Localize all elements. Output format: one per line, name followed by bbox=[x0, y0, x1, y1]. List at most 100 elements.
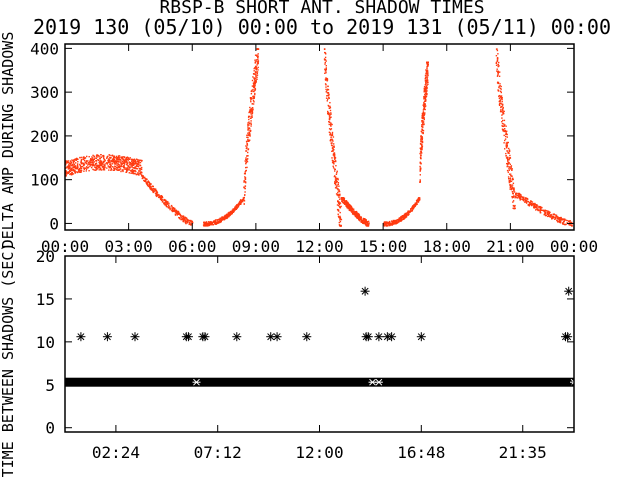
top-data-point bbox=[395, 222, 397, 224]
top-data-point bbox=[342, 198, 344, 200]
top-data-point bbox=[99, 162, 101, 165]
top-y-tick-label: 400 bbox=[30, 39, 59, 58]
top-data-point bbox=[546, 212, 549, 214]
top-data-point bbox=[158, 195, 161, 197]
top-data-point bbox=[418, 199, 420, 201]
top-data-point bbox=[331, 161, 334, 164]
top-data-point bbox=[570, 224, 572, 226]
top-data-point bbox=[340, 225, 342, 227]
top-data-point bbox=[161, 195, 163, 198]
top-data-point bbox=[253, 82, 256, 85]
top-data-point bbox=[426, 86, 428, 88]
top-data-point bbox=[505, 144, 507, 146]
top-data-point bbox=[169, 206, 171, 208]
top-data-point bbox=[149, 185, 151, 187]
top-data-point bbox=[139, 164, 141, 166]
top-data-point bbox=[250, 129, 252, 132]
top-data-point bbox=[331, 150, 333, 152]
top-data-point bbox=[426, 84, 428, 86]
top-data-point bbox=[247, 124, 249, 126]
top-data-point bbox=[395, 221, 398, 223]
top-data-point bbox=[186, 218, 188, 220]
top-data-point bbox=[80, 168, 82, 170]
top-data-point bbox=[405, 214, 408, 217]
top-data-point bbox=[253, 70, 255, 72]
top-data-point bbox=[242, 199, 245, 201]
top-data-point bbox=[135, 173, 138, 176]
baseline-band-fill bbox=[65, 377, 574, 387]
top-data-point bbox=[148, 181, 150, 184]
top-data-point bbox=[384, 222, 386, 224]
top-data-point bbox=[244, 177, 247, 179]
top-data-point bbox=[559, 217, 562, 219]
top-data-point bbox=[389, 224, 391, 226]
top-data-point bbox=[103, 167, 106, 169]
top-data-point bbox=[68, 171, 70, 174]
top-data-point bbox=[503, 119, 506, 122]
top-data-point bbox=[138, 164, 140, 166]
top-data-point bbox=[85, 161, 87, 164]
top-data-point bbox=[350, 211, 353, 213]
top-data-point bbox=[99, 160, 102, 162]
top-data-point bbox=[327, 104, 329, 107]
top-data-point bbox=[220, 220, 222, 223]
top-data-point bbox=[326, 78, 329, 80]
top-data-point bbox=[182, 215, 184, 217]
top-data-point bbox=[422, 111, 425, 113]
top-data-point bbox=[237, 205, 239, 207]
top-data-point bbox=[89, 164, 91, 166]
top-data-point bbox=[505, 133, 507, 135]
top-data-point bbox=[92, 161, 94, 163]
baseline-gap-marker bbox=[192, 378, 201, 386]
top-data-point bbox=[426, 61, 428, 63]
top-data-point bbox=[188, 219, 190, 222]
top-data-point bbox=[71, 159, 73, 161]
top-data-point bbox=[388, 221, 391, 223]
top-data-point bbox=[497, 81, 500, 84]
top-data-point bbox=[184, 222, 187, 224]
top-data-point bbox=[68, 168, 70, 170]
top-data-point bbox=[78, 167, 81, 170]
top-data-point bbox=[128, 158, 130, 160]
top-data-point bbox=[425, 80, 428, 82]
top-data-point bbox=[71, 169, 73, 171]
top-data-point bbox=[98, 169, 100, 171]
top-data-point bbox=[421, 116, 423, 119]
top-data-point bbox=[565, 223, 567, 226]
top-data-point bbox=[122, 158, 125, 160]
top-data-point bbox=[495, 61, 498, 64]
top-data-point bbox=[97, 158, 99, 161]
top-data-point bbox=[505, 132, 507, 134]
top-data-point bbox=[502, 112, 505, 114]
top-data-point bbox=[367, 220, 370, 223]
top-data-point bbox=[325, 88, 327, 91]
top-data-point bbox=[133, 158, 136, 160]
top-data-point bbox=[514, 204, 516, 207]
top-data-point bbox=[355, 211, 358, 213]
top-data-point bbox=[519, 198, 522, 200]
top-data-point bbox=[569, 220, 571, 222]
top-data-point bbox=[511, 168, 513, 170]
top-data-point bbox=[422, 122, 424, 125]
top-data-point bbox=[225, 215, 228, 217]
top-data-point bbox=[419, 156, 422, 159]
top-data-point bbox=[243, 198, 245, 200]
top-data-point bbox=[143, 180, 146, 182]
top-data-point bbox=[67, 172, 69, 174]
top-data-point bbox=[339, 203, 341, 205]
top-data-point bbox=[424, 103, 426, 105]
top-data-point bbox=[333, 156, 336, 158]
top-data-point bbox=[90, 158, 92, 160]
top-data-point bbox=[335, 179, 337, 181]
top-data-point bbox=[571, 225, 573, 227]
top-data-point bbox=[252, 100, 255, 102]
top-data-point bbox=[424, 98, 426, 100]
top-data-point bbox=[248, 111, 250, 114]
top-data-point bbox=[345, 201, 347, 204]
top-data-point bbox=[83, 167, 86, 169]
top-data-point bbox=[110, 159, 112, 162]
top-data-point bbox=[165, 200, 168, 203]
top-data-point bbox=[103, 164, 105, 166]
top-data-point bbox=[401, 219, 403, 221]
